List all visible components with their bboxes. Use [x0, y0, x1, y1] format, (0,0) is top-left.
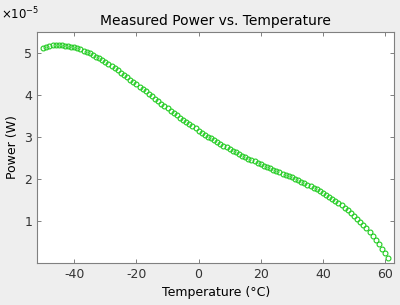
- Title: Measured Power vs. Temperature: Measured Power vs. Temperature: [100, 14, 331, 28]
- Y-axis label: Power (W): Power (W): [6, 115, 18, 179]
- Text: $\times10^{-5}$: $\times10^{-5}$: [1, 6, 40, 22]
- X-axis label: Temperature (°C): Temperature (°C): [162, 286, 270, 300]
